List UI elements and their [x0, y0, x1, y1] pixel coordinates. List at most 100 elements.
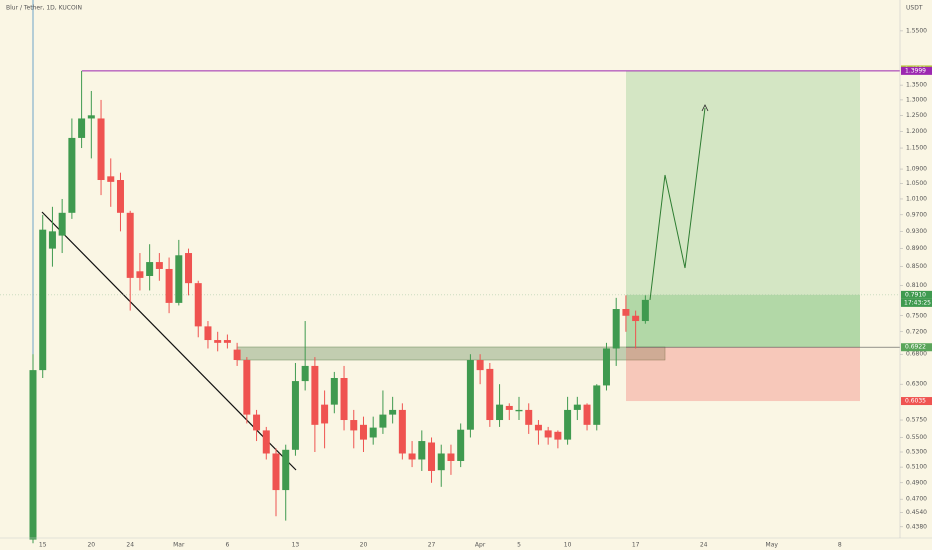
- y-tick-label: 0.9300: [906, 228, 927, 235]
- candle-body: [301, 365, 309, 382]
- candle-body: [233, 349, 241, 361]
- candle-body: [564, 409, 572, 440]
- x-tick-label: 24: [700, 542, 708, 549]
- x-tick-label: 17: [632, 542, 640, 549]
- candle-body: [243, 360, 251, 415]
- y-tick-label: 0.6800: [906, 351, 927, 358]
- candle-body: [486, 368, 494, 421]
- x-tick-label: Mar: [173, 542, 185, 549]
- candle-body: [379, 414, 387, 428]
- price-marker-label: 0.7910: [905, 291, 926, 298]
- y-tick-label: 1.5500: [906, 27, 927, 34]
- candle-body: [272, 453, 280, 491]
- candle-body: [68, 137, 76, 213]
- y-tick-label: 1.3000: [906, 96, 927, 103]
- candle-body: [457, 429, 465, 461]
- candle-body: [78, 118, 86, 138]
- candle-body: [350, 420, 358, 431]
- price-marker: [901, 397, 932, 406]
- y-tick-label: 0.8900: [906, 245, 927, 252]
- candle-body: [107, 176, 115, 182]
- y-tick-label: 1.0500: [906, 180, 927, 187]
- candle-body: [476, 360, 484, 371]
- support-zone: [236, 346, 666, 361]
- candle-body: [632, 315, 640, 322]
- projection-arrow: [701, 104, 709, 112]
- candle-body: [39, 229, 47, 371]
- candle-body: [214, 340, 222, 343]
- y-tick-label: 0.8100: [906, 282, 927, 289]
- candle-body: [126, 212, 134, 278]
- x-tick-label: 5: [517, 542, 521, 549]
- candle-body: [185, 253, 193, 284]
- y-tick-label: 1.1500: [906, 145, 927, 152]
- candle-body: [408, 453, 416, 460]
- x-tick-label: Apr: [475, 542, 486, 549]
- x-tick-label: 20: [87, 542, 95, 549]
- candle-body: [321, 404, 329, 424]
- x-tick-label: 8: [838, 542, 842, 549]
- x-tick-label: 27: [428, 542, 436, 549]
- y-tick-label: 0.7500: [906, 312, 927, 319]
- candle-body: [282, 449, 290, 491]
- candle-body: [496, 404, 504, 421]
- candle-body: [136, 271, 144, 278]
- price-marker: [901, 290, 932, 299]
- candle-body: [534, 424, 542, 431]
- y-tick-label: 1.2000: [906, 128, 927, 135]
- candle-body: [48, 231, 56, 249]
- y-tick-label: 0.5300: [906, 449, 927, 456]
- candle-body: [194, 283, 202, 327]
- stop-zone: [626, 347, 860, 402]
- projection-path: [649, 107, 706, 301]
- candle-body: [447, 453, 455, 461]
- candle-body: [418, 441, 426, 460]
- candle-body: [612, 309, 620, 349]
- y-tick-label: 0.4900: [906, 479, 927, 486]
- x-tick-label: 24: [126, 542, 134, 549]
- price-marker-label: 1.3999: [905, 67, 926, 74]
- x-tick-label: 6: [225, 542, 229, 549]
- candle-body: [544, 430, 552, 438]
- y-tick-label: 0.9700: [906, 211, 927, 218]
- candle-body: [641, 299, 649, 322]
- candle-body: [97, 118, 105, 181]
- candle-body: [340, 378, 348, 421]
- chart-title: Blur / Tether, 1D, KUCOIN: [6, 5, 82, 12]
- candle-body: [253, 414, 261, 431]
- candle-body: [175, 255, 183, 303]
- price-marker: [901, 343, 932, 352]
- candle-body: [359, 424, 367, 440]
- candle-body: [573, 404, 581, 410]
- candle-body: [466, 360, 474, 430]
- candle-body: [398, 409, 406, 454]
- y-tick-label: 1.0900: [906, 166, 927, 173]
- candle-body: [146, 262, 154, 276]
- candle-body: [593, 385, 601, 425]
- candle-body: [29, 370, 37, 540]
- y-tick-label: 0.4380: [906, 523, 927, 530]
- candle-body: [505, 405, 513, 410]
- y-tick-label: 0.5500: [906, 434, 927, 441]
- candle-body: [369, 427, 377, 438]
- candle-body: [116, 180, 124, 213]
- candle-body: [602, 348, 610, 386]
- candle-body: [58, 212, 66, 236]
- candle-body: [155, 262, 163, 269]
- candle-body: [311, 365, 319, 425]
- open-profit-zone: [626, 294, 860, 348]
- y-tick-label: 1.0100: [906, 195, 927, 202]
- y-tick-label: 0.8500: [906, 263, 927, 270]
- y-tick-label: 0.5100: [906, 464, 927, 471]
- y-tick-label: 1.3500: [906, 82, 927, 89]
- price-marker-label: 0.6922: [905, 344, 926, 351]
- x-tick-label: 15: [39, 542, 47, 549]
- candle-body: [554, 431, 562, 440]
- x-tick-label: 20: [360, 542, 368, 549]
- candle-body: [622, 309, 630, 316]
- x-tick-label: 13: [292, 542, 300, 549]
- candle-body: [87, 115, 95, 119]
- candle-body: [204, 326, 212, 341]
